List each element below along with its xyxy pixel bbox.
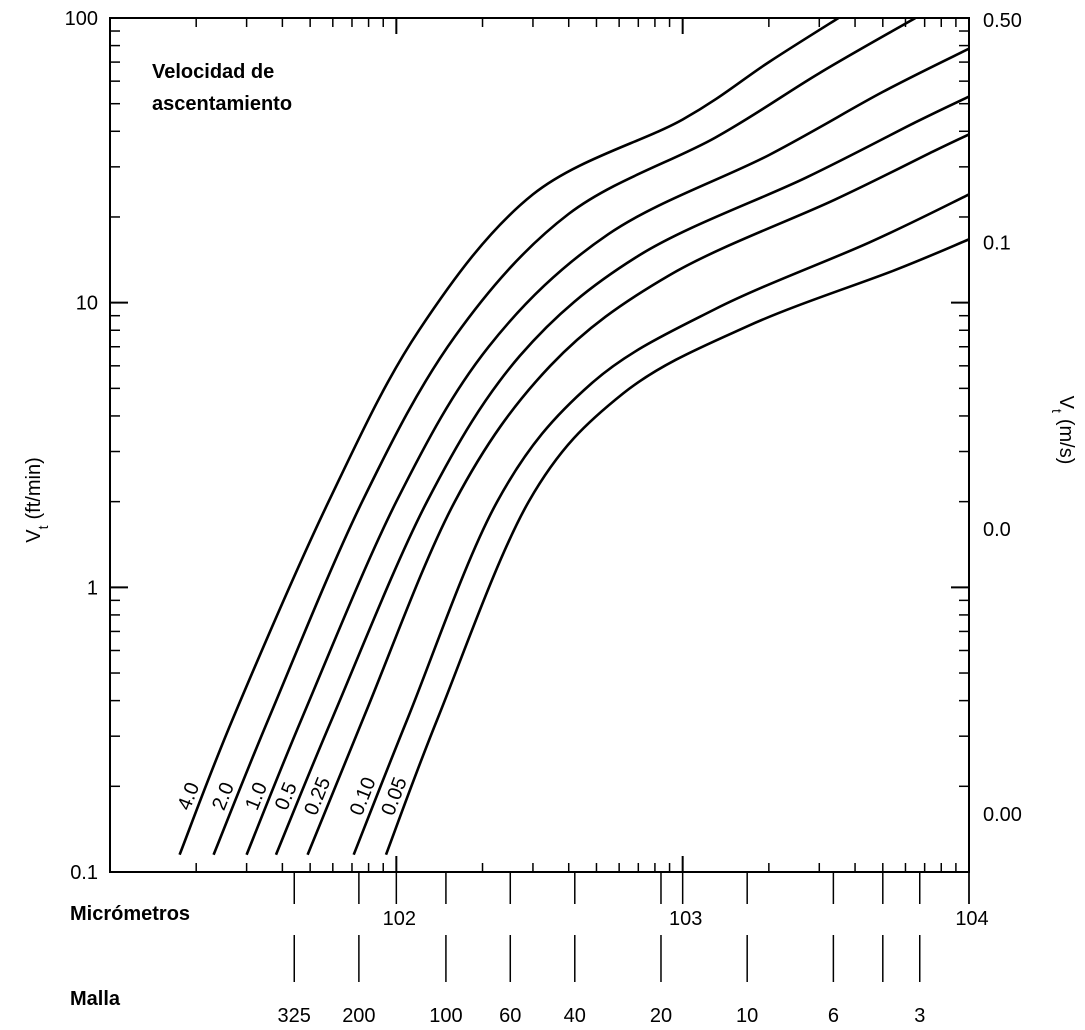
x-axis-tick-labels: 102 103 104 [383, 908, 989, 930]
x-axis-label-malla: Malla [70, 988, 121, 1010]
curve-line [212, 18, 917, 856]
curve-line [245, 47, 969, 856]
curve-line [352, 193, 969, 856]
y-axis-tick-labels: 100 10 1 0.1 [65, 8, 98, 884]
curve-4-0: 4.0 [174, 18, 840, 856]
plot-frame [109, 17, 970, 873]
y-axis-title-main: V [23, 529, 45, 543]
curve-label: 1.0 [241, 779, 272, 813]
curves: 4.0 2.0 1.00.50.25 0.100.05 [174, 18, 969, 856]
y-tick-label: 100 [65, 8, 98, 30]
y2-axis-title-sub: t [1049, 409, 1065, 413]
mesh-tick-label: 325 [278, 1005, 311, 1027]
y2-axis-title-main: V [1055, 396, 1077, 410]
x-tick-label: 103 [669, 908, 702, 930]
x-axis-label-micrometros: Micrómetros [70, 903, 190, 925]
y-axis-title-sub: t [35, 525, 51, 529]
chart-title-line-2: ascentamiento [152, 93, 292, 115]
y2-tick-label: 0.50 [983, 10, 1022, 32]
y2-tick-label: 0.00 [983, 804, 1022, 826]
curve-0-10: 0.10 [346, 193, 969, 856]
curve-line [306, 133, 969, 856]
major-ticks [110, 18, 970, 904]
curve-2-0: 2.0 [208, 18, 917, 856]
curve-line [178, 18, 840, 856]
mesh-tick-label: 3 [914, 1005, 925, 1027]
mesh-scale: 325 200 100 60 40 20 10 6 3 [278, 935, 925, 1027]
x-tick-label: 104 [955, 908, 988, 930]
curve-line [384, 238, 969, 856]
y-axis-title-unit: (ft/min) [23, 457, 45, 519]
mesh-tick-label: 60 [499, 1005, 521, 1027]
mesh-tick-label: 40 [564, 1005, 586, 1027]
minor-ticks [110, 18, 969, 872]
x-tick-label: 102 [383, 908, 416, 930]
curve-label: 2.0 [208, 779, 239, 813]
mesh-tick-label: 200 [342, 1005, 375, 1027]
y-tick-label: 10 [76, 293, 98, 315]
y-tick-label: 0.1 [70, 862, 98, 884]
mesh-tick-label: 20 [650, 1005, 672, 1027]
y2-axis-title: Vt (m/s) [1049, 396, 1077, 465]
y2-axis-title-unit: (m/s) [1055, 419, 1077, 465]
y2-axis-tick-labels: 0.50 0.1 0.0 0.00 [983, 10, 1022, 826]
mesh-tick-label: 100 [429, 1005, 462, 1027]
y2-tick-label: 0.0 [983, 519, 1011, 541]
y-axis-title: Vt (ft/min) [23, 457, 51, 542]
mesh-tick-label: 6 [828, 1005, 839, 1027]
curve-line [274, 95, 969, 856]
curve-1-0: 1.0 [241, 47, 969, 856]
chart-title-line-1: Velocidad de [152, 61, 274, 83]
curve-label: 4.0 [174, 779, 205, 813]
y-tick-label: 1 [87, 577, 98, 599]
mesh-tick-label: 10 [736, 1005, 758, 1027]
y2-tick-label: 0.1 [983, 232, 1011, 254]
